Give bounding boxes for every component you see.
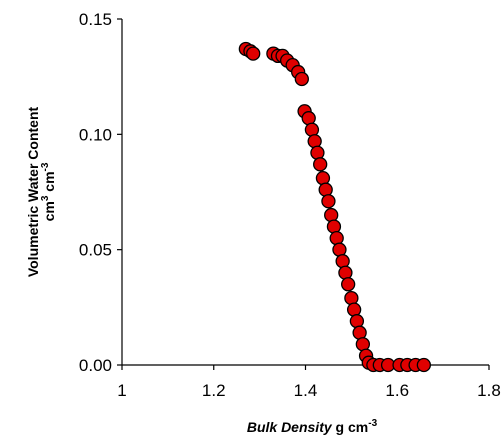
data-point	[344, 290, 359, 306]
data-point	[346, 302, 362, 317]
y-axis-title-unit2-exp: -3	[40, 162, 51, 171]
points-layer	[238, 41, 432, 373]
y-tick-label: 0.10	[79, 125, 112, 144]
data-point	[329, 230, 344, 246]
data-point	[307, 134, 322, 149]
x-tick-label: 1.6	[385, 381, 409, 400]
data-point	[313, 157, 328, 172]
data-point	[294, 71, 309, 87]
data-point	[349, 314, 365, 329]
data-point	[335, 254, 350, 269]
data-point	[246, 46, 261, 61]
y-axis-title-line2: cm3 cm-3	[40, 162, 57, 221]
y-tick-label: 0.05	[79, 241, 112, 260]
y-tick-label: 0.00	[79, 356, 112, 375]
y-tick-label: 0.15	[79, 10, 112, 29]
x-axis-title-main: Bulk Density	[247, 419, 333, 435]
y-axis-title-unit2: cm	[41, 171, 57, 195]
x-tick-label: 1.8	[477, 381, 501, 400]
data-point	[304, 122, 320, 137]
y-axis-title-group: Volumetric Water Content cm3 cm-3	[25, 106, 57, 277]
y-axis-title-unit1-exp: 3	[40, 195, 51, 201]
data-point	[310, 145, 325, 160]
data-point	[338, 265, 353, 280]
x-axis-title: Bulk Density g cm-3	[247, 418, 378, 435]
data-point	[416, 357, 432, 373]
x-axis-title-unit: g cm	[332, 419, 369, 435]
data-point	[341, 277, 356, 292]
x-tick-label: 1.4	[294, 381, 318, 400]
x-tick-label: 1.2	[202, 381, 226, 400]
x-tick-label: 1	[117, 381, 126, 400]
data-point	[326, 219, 342, 234]
data-point	[321, 194, 336, 209]
data-point	[318, 182, 333, 197]
y-axis-title-line1: Volumetric Water Content	[25, 106, 41, 277]
data-point	[315, 171, 331, 186]
axes-layer: 1 1.2 1.4 1.6 1.8 0.00 0.05 0.10 0.15	[79, 10, 501, 400]
y-axis-title-unit1: cm	[41, 201, 57, 221]
x-axis-title-unit-exp: -3	[368, 418, 377, 429]
data-point	[324, 207, 339, 223]
labels-layer: Bulk Density g cm-3 Volumetric Water Con…	[25, 106, 378, 435]
